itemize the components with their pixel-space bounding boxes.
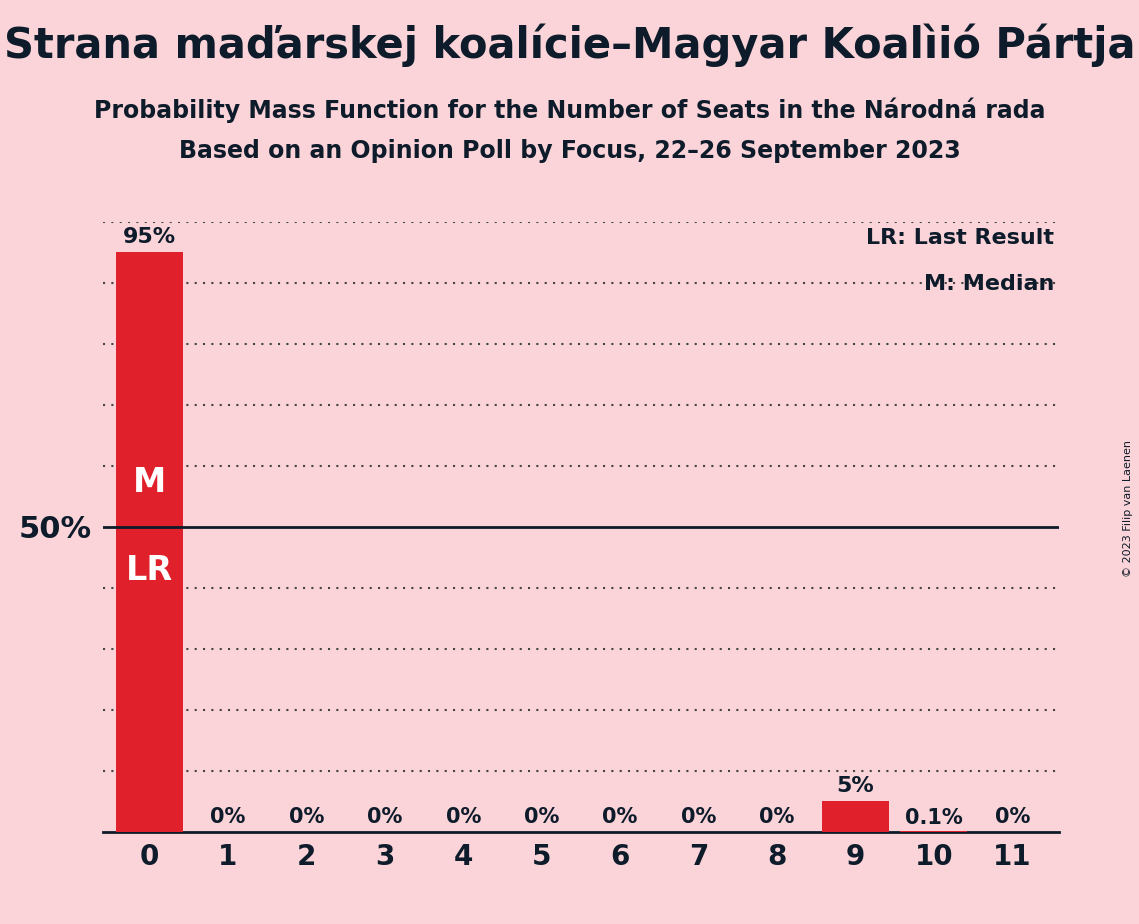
- Text: 0%: 0%: [211, 807, 246, 827]
- Text: 5%: 5%: [836, 776, 875, 796]
- Text: M: M: [133, 467, 166, 499]
- Text: 0%: 0%: [760, 807, 795, 827]
- Text: Strana maďarskej koalície–Magyar Koalìió Pártja: Strana maďarskej koalície–Magyar Koalìió…: [3, 23, 1136, 67]
- Text: Based on an Opinion Poll by Focus, 22–26 September 2023: Based on an Opinion Poll by Focus, 22–26…: [179, 139, 960, 163]
- Text: © 2023 Filip van Laenen: © 2023 Filip van Laenen: [1123, 440, 1133, 577]
- Text: 0%: 0%: [524, 807, 559, 827]
- Text: LR: Last Result: LR: Last Result: [867, 228, 1055, 248]
- Text: 95%: 95%: [123, 227, 177, 248]
- Text: 0%: 0%: [445, 807, 481, 827]
- Text: LR: LR: [126, 554, 173, 587]
- Text: M: Median: M: Median: [924, 274, 1055, 294]
- Bar: [116, 252, 183, 832]
- Text: 0%: 0%: [994, 807, 1030, 827]
- Text: 0%: 0%: [681, 807, 716, 827]
- Text: 0.1%: 0.1%: [904, 808, 962, 828]
- Text: Probability Mass Function for the Number of Seats in the Národná rada: Probability Mass Function for the Number…: [93, 97, 1046, 123]
- Text: 0%: 0%: [603, 807, 638, 827]
- Text: 0%: 0%: [288, 807, 325, 827]
- Text: 0%: 0%: [367, 807, 402, 827]
- Bar: [822, 801, 888, 832]
